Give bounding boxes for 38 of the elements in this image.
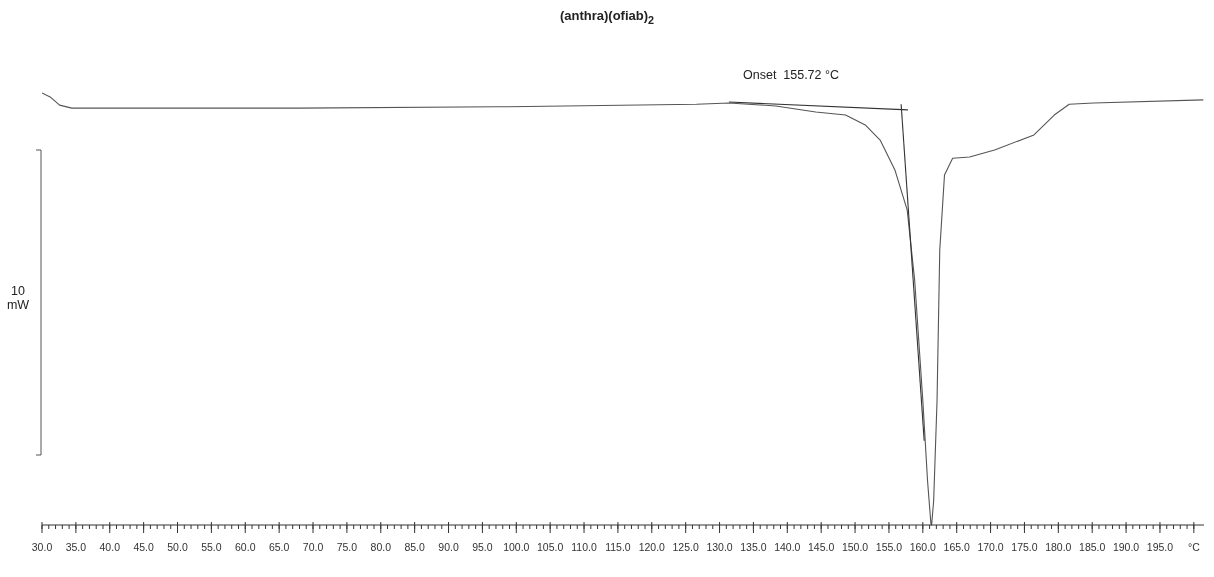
x-tick-label: 190.0 xyxy=(1112,541,1140,553)
text: Onset 155.72 °C xyxy=(743,68,840,82)
x-tick-label: 185.0 xyxy=(1079,541,1106,553)
x-tick-label: 135.0 xyxy=(740,541,767,553)
x-tick-label: 180.0 xyxy=(1045,541,1072,553)
x-tick-label: 100.0 xyxy=(503,541,530,553)
chart-title: (anthra)(ofiab)$_{2}$ xyxy=(558,8,656,26)
x-tick-label: 55.0 xyxy=(201,541,222,553)
x-tick-label: 150.0 xyxy=(841,541,869,553)
x-tick-label: °C xyxy=(1187,541,1201,553)
x-tick-label: 140.0 xyxy=(774,541,801,553)
x-tick-label: 65.0 xyxy=(268,541,290,553)
x-tick-label: 155.0 xyxy=(875,541,903,553)
x-tick-label: 50.0 xyxy=(167,541,188,553)
x-tick-label: 125.0 xyxy=(672,541,699,553)
x-tick-label: 60.0 xyxy=(235,541,256,553)
x-tick-label: 30.0 xyxy=(31,541,53,553)
x-tick-label: 35.0 xyxy=(65,541,87,553)
text: 10 mW xyxy=(5,284,31,312)
x-tick-label: 90.0 xyxy=(438,541,459,553)
x-tick-label: 105.0 xyxy=(537,541,564,553)
x-tick-label: 130.0 xyxy=(706,541,733,553)
x-tick-label: 45.0 xyxy=(133,541,155,553)
x-tick-label: 165.0 xyxy=(943,541,970,553)
x-tick-label: 170.0 xyxy=(977,541,1004,553)
x-tick-label: 160.0 xyxy=(909,541,937,553)
x-tick-label: 85.0 xyxy=(404,541,426,553)
x-tick-label: 75.0 xyxy=(336,541,358,553)
x-tick-label: 110.0 xyxy=(571,541,597,553)
x-tick-label: 145.0 xyxy=(808,541,835,553)
x-tick-label: 120.0 xyxy=(638,541,666,553)
x-tick-label: 70.0 xyxy=(302,541,324,553)
x-tick-label: 40.0 xyxy=(99,541,121,553)
x-tick-label: 195.0 xyxy=(1146,541,1174,553)
x-tick-label: 175.0 xyxy=(1011,541,1038,553)
x-tick-label: 115.0 xyxy=(605,541,631,553)
x-tick-label: 95.0 xyxy=(472,541,493,553)
x-tick-label: 80.0 xyxy=(370,541,392,553)
